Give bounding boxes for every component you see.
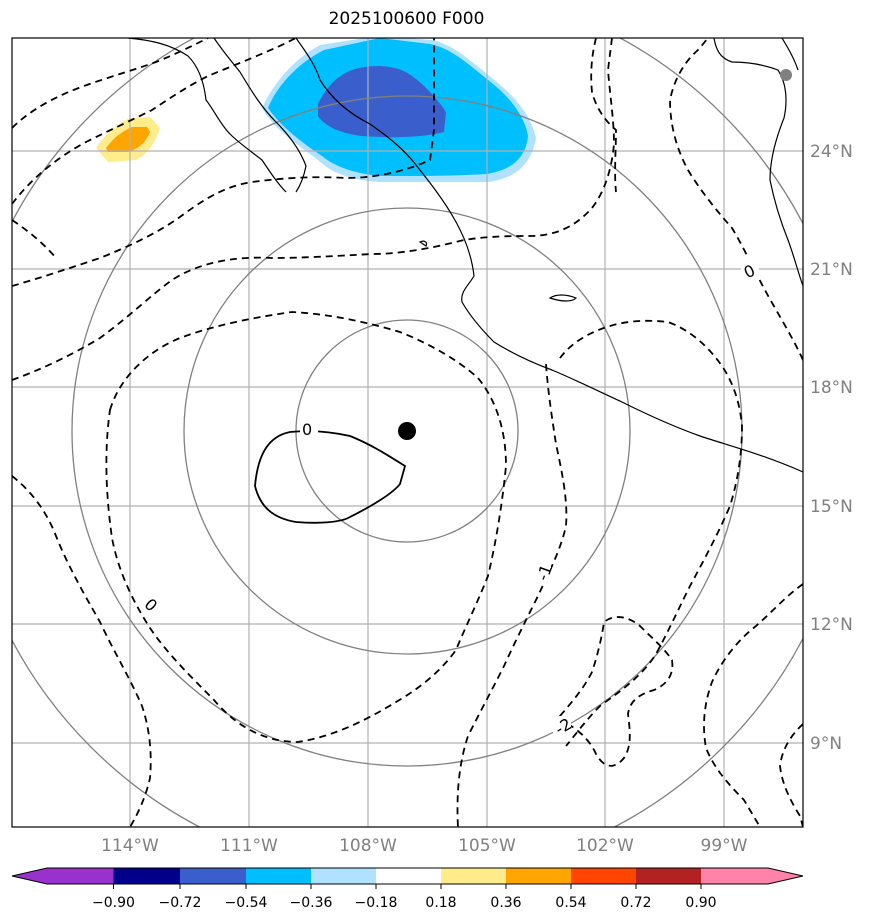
negative-anomaly-shading [262,38,536,183]
colorbar-tick-label-8: 0.54 [555,895,586,911]
lon-label-102w: 102°W [576,836,634,856]
range-ring-2 [183,207,631,655]
colorbar-high-extension [768,868,803,884]
contour-label-minus-one: -1 [533,562,556,583]
shading-orange [106,127,150,152]
mainland-coast [295,38,803,473]
baja-coast-east [213,38,307,193]
contour-top-west-dashed [12,38,297,205]
colorbar-tick-label-1: −0.90 [92,895,135,911]
coast-far-northeast [781,38,799,71]
colorbar-tick-label-4: −0.36 [290,895,333,911]
longitude-labels: 114°W 111°W 108°W 105°W 102°W 99°W [101,836,748,856]
reference-station-marker [780,69,792,81]
contour-southwest-dashed [12,475,152,827]
contour-west-outer-dashed [12,219,57,259]
lon-label-114w: 114°W [101,836,159,856]
baja-coast-west [127,38,287,193]
colorbar-segment-3 [180,868,246,884]
lat-label-24n: 24°N [810,142,853,162]
coastline [127,38,803,473]
lon-label-99w: 99°W [701,836,748,856]
contour-southeast-corner-dashed [779,723,803,827]
contour-northeast-dashed [590,38,617,193]
map-frame [11,37,804,828]
contour-inner-dashed [105,311,507,743]
lon-label-111w: 111°W [220,836,278,856]
mainland-coast-northeast [713,38,803,287]
contour-southeast-dashed [456,363,568,827]
island [548,294,578,302]
lon-label-108w: 108°W [339,836,397,856]
colorbar-segment-2 [113,868,180,884]
colorbar-segment-6 [376,868,441,884]
contour-solid-zero [254,430,407,524]
colorbar-segment-7 [441,868,506,884]
storm-center-marker [398,422,416,440]
colorbar-tick-label-6: 0.18 [425,895,456,911]
contours [12,38,803,827]
colorbar-tick-label-10: 0.90 [685,895,716,911]
lat-label-15n: 15°N [810,497,853,517]
colorbar-tick-label-2: −0.72 [159,895,202,911]
colorbar-segment-8 [506,868,571,884]
colorbar-tick-label-5: −0.18 [355,895,398,911]
colorbar-segment-1 [47,868,114,884]
colorbar-tick-label-9: 0.72 [620,895,651,911]
colorbar: −0.90 −0.72 −0.54 −0.36 −0.18 0.18 0.36 … [11,867,804,911]
contour-labels: 0 0 0 -1 -2 [141,258,759,739]
positive-anomaly-shading [96,117,160,162]
lon-label-105w: 105°W [458,836,516,856]
contour-northwest-dashed [12,38,615,381]
colorbar-segment-9 [571,868,636,884]
contour-east-edge-dashed [669,38,803,361]
gridlines [12,38,803,827]
contour-top-corner-dashed [12,38,209,129]
colorbar-ticks [113,884,702,889]
contour-east-dashed [559,319,743,747]
lat-label-21n: 21°N [810,260,853,280]
latitude-labels: 24°N 21°N 18°N 15°N 12°N 9°N [810,142,853,754]
colorbar-outline [11,867,804,885]
lat-label-9n: 9°N [810,734,842,754]
lat-label-12n: 12°N [810,615,853,635]
island-small [418,240,428,247]
contour-far-east-dashed [703,583,803,827]
colorbar-tick-label-3: −0.54 [225,895,268,911]
colorbar-segment-5 [311,868,376,884]
shading-royal-blue [318,66,446,138]
colorbar-tick-label-7: 0.36 [490,895,521,911]
colorbar-low-extension [12,868,47,884]
colorbar-segment-11 [701,868,768,884]
map-title: 2025100600 F000 [328,9,485,29]
contour-label-solid-zero: 0 [302,420,312,439]
colorbar-segment-4 [246,868,311,884]
contour-upper-dashed [12,38,435,287]
colorbar-segment-10 [636,868,701,884]
lat-label-18n: 18°N [810,378,853,398]
